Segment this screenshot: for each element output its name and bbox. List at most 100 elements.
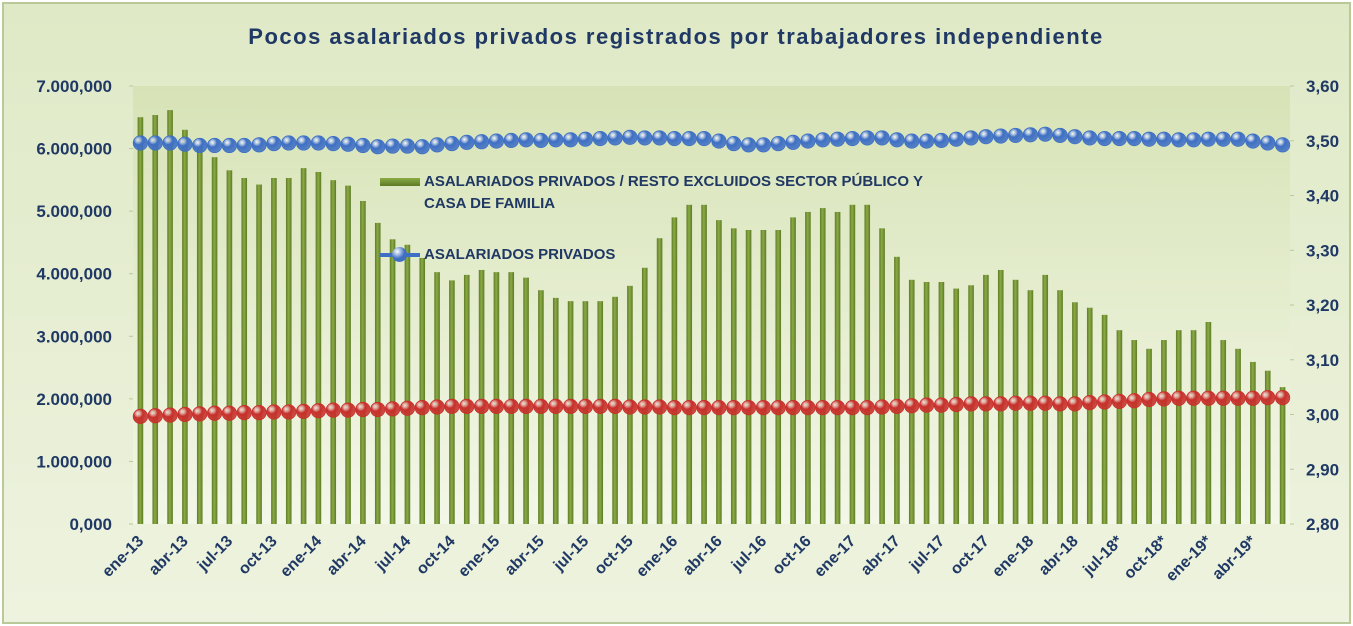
bar [182, 129, 188, 525]
legend-marker [392, 247, 407, 262]
point [444, 135, 460, 152]
point [132, 135, 149, 151]
point [592, 398, 608, 414]
point [384, 138, 401, 154]
point [1200, 390, 1217, 406]
point [904, 398, 920, 414]
bar [360, 200, 366, 524]
y2-tick-label: 3,20 [1306, 296, 1339, 315]
point [177, 136, 193, 152]
bar [271, 177, 277, 525]
y2-tick-label: 3,10 [1306, 351, 1339, 370]
bar [345, 185, 351, 524]
bar [819, 208, 826, 524]
point [414, 139, 430, 155]
y2-tick-label: 3,40 [1306, 187, 1339, 206]
point [518, 398, 534, 414]
point [473, 134, 490, 150]
point [993, 396, 1009, 412]
bar [701, 204, 707, 524]
y2-tick-label: 3,00 [1306, 406, 1339, 425]
point [177, 406, 193, 423]
point [473, 398, 490, 414]
point [192, 406, 208, 422]
bar [389, 239, 396, 525]
bar [226, 170, 233, 524]
bar [241, 177, 248, 525]
bar [1235, 348, 1241, 524]
point [1245, 390, 1261, 406]
bar [1116, 330, 1123, 524]
y-tick-label: 6.000,000 [36, 140, 112, 159]
point [1007, 395, 1024, 411]
point [651, 399, 668, 415]
point [859, 130, 875, 146]
legend-label: ASALARIADOS PRIVADOS / RESTO EXCLUIDOS S… [424, 173, 923, 212]
point [1185, 132, 1202, 148]
point [889, 398, 905, 414]
point [340, 402, 356, 418]
point [1171, 390, 1187, 406]
point [889, 132, 905, 148]
point [577, 398, 594, 414]
point [1141, 131, 1157, 147]
bar [864, 204, 871, 524]
point [1200, 131, 1217, 147]
point [1022, 127, 1039, 143]
y-tick-label: 5.000,000 [36, 202, 112, 221]
point [1037, 395, 1053, 411]
point [933, 397, 950, 413]
y2-tick-label: 3,60 [1306, 77, 1339, 96]
point [370, 401, 386, 418]
point [963, 396, 979, 412]
bar [1220, 340, 1227, 524]
point [1111, 130, 1128, 147]
point [162, 135, 178, 151]
bar [434, 272, 440, 524]
point [711, 400, 727, 416]
point [592, 130, 608, 147]
bar [1264, 370, 1271, 524]
point [1245, 133, 1261, 149]
point [1156, 391, 1172, 407]
point [785, 134, 801, 150]
point [1260, 390, 1276, 406]
bar [196, 146, 203, 524]
point [503, 132, 519, 149]
point [933, 132, 950, 149]
bar [1086, 307, 1093, 524]
bar [760, 229, 767, 524]
point [1141, 391, 1157, 408]
y-tick-label: 1.000,000 [36, 452, 112, 471]
bar [1161, 340, 1167, 524]
bar [716, 220, 722, 524]
point [1274, 390, 1291, 406]
plot-area [133, 86, 1290, 524]
point [236, 137, 252, 154]
point [533, 398, 549, 414]
point [918, 133, 935, 149]
bar [879, 228, 885, 524]
point [1230, 390, 1246, 406]
y2-tick-label: 2,90 [1306, 460, 1339, 479]
point [147, 135, 163, 151]
point [829, 131, 846, 147]
bar [1279, 387, 1286, 524]
point [1022, 395, 1039, 411]
point [800, 400, 816, 416]
point [963, 130, 979, 146]
point [1215, 131, 1231, 147]
point [726, 400, 742, 416]
point [1215, 390, 1231, 406]
bar [849, 204, 856, 524]
bar [478, 269, 485, 524]
bar [671, 217, 678, 524]
bar [1072, 302, 1078, 524]
bar [404, 244, 411, 524]
point [918, 397, 935, 413]
point [221, 405, 238, 421]
point [755, 137, 772, 153]
y2-tick-label: 3,50 [1306, 132, 1339, 151]
point [355, 137, 371, 154]
